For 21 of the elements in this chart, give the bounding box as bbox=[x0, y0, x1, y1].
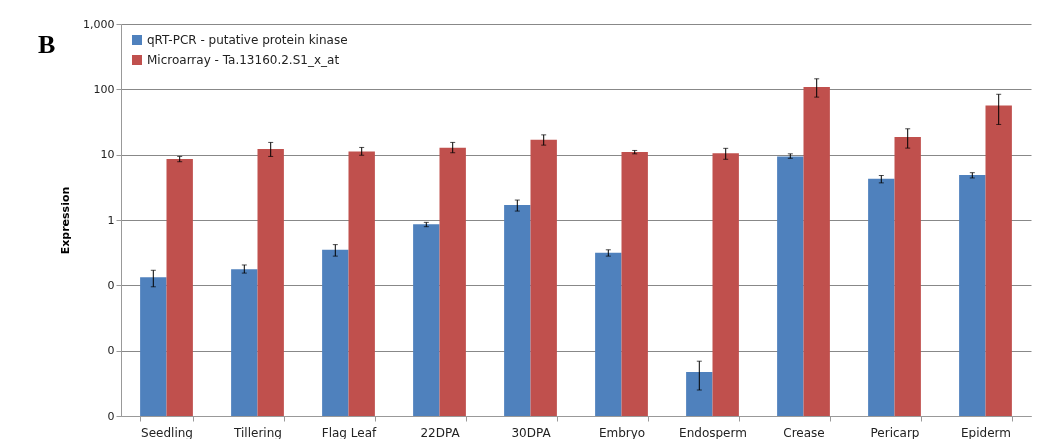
y-axis-title: Expression bbox=[59, 186, 73, 255]
legend-label: qRT-PCR - putative protein kinase bbox=[147, 33, 348, 47]
y-tick-label: 0 bbox=[107, 278, 115, 292]
x-tick-label: 30DPA bbox=[511, 425, 552, 439]
y-tick-label: 1,000 bbox=[83, 17, 115, 31]
x-tick-label: 22DPA bbox=[420, 425, 461, 439]
y-tick-label: 10 bbox=[100, 148, 115, 162]
x-tick-label: Epiderm bbox=[961, 425, 1011, 439]
x-tick-label: Embryo bbox=[598, 425, 646, 439]
y-tick-label: 1 bbox=[107, 213, 115, 227]
text: B bbox=[38, 30, 57, 60]
y-tick-label: 100 bbox=[93, 82, 115, 96]
x-tick-label: Tillering bbox=[233, 425, 282, 439]
y-tick-label: 0 bbox=[107, 344, 115, 358]
x-tick-label: Seedling bbox=[141, 425, 193, 439]
legend-label: Microarray - Ta.13160.2.S1_x_at bbox=[147, 53, 340, 67]
x-tick-label: Crease bbox=[783, 425, 825, 439]
x-tick-label: Endosperm bbox=[679, 425, 747, 439]
x-tick-label: Flag Leaf bbox=[321, 425, 377, 439]
y-tick-label: 0 bbox=[107, 409, 115, 423]
x-tick-label: Pericarp bbox=[870, 425, 920, 439]
